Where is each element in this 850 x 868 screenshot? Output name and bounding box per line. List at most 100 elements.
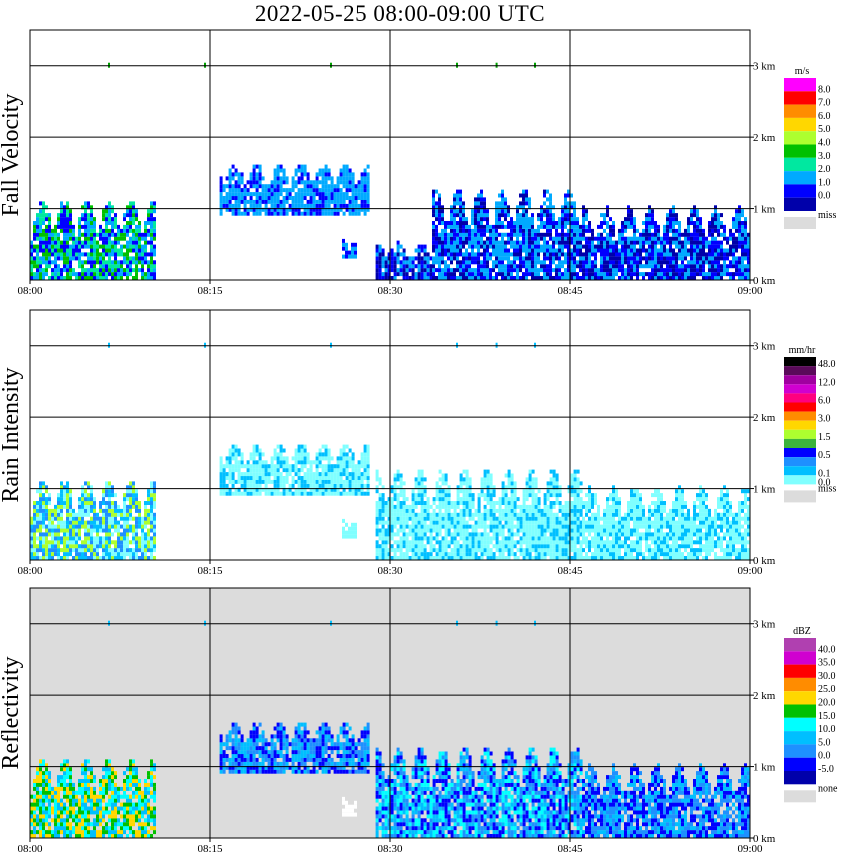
echo-cell bbox=[435, 493, 439, 498]
echo-cell bbox=[300, 444, 304, 449]
echo-cell bbox=[456, 516, 460, 521]
echo-cell bbox=[378, 516, 382, 521]
echo-cell bbox=[531, 217, 534, 222]
echo-cell bbox=[255, 491, 259, 496]
echo-cell bbox=[135, 544, 138, 549]
echo-cell bbox=[483, 544, 487, 549]
echo-cell bbox=[456, 268, 459, 273]
echo-cell bbox=[420, 552, 424, 557]
echo-cell bbox=[291, 199, 295, 204]
echo-cell bbox=[480, 516, 484, 521]
echo-cell bbox=[474, 272, 477, 277]
echo-cell bbox=[537, 232, 540, 237]
echo-cell bbox=[615, 240, 618, 245]
echo-cell bbox=[489, 232, 492, 237]
echo-cell bbox=[450, 501, 454, 505]
echo-cell bbox=[342, 460, 346, 465]
echo-cell bbox=[147, 544, 150, 549]
echo-cell bbox=[351, 196, 355, 200]
echo-cell bbox=[726, 256, 729, 261]
echo-cell bbox=[108, 489, 111, 494]
echo-cell bbox=[480, 224, 483, 229]
echo-cell bbox=[669, 260, 672, 265]
echo-cell bbox=[48, 240, 51, 245]
echo-cell bbox=[87, 493, 90, 498]
echo-cell bbox=[93, 217, 96, 222]
echo-cell bbox=[312, 487, 316, 492]
echo-cell bbox=[492, 224, 495, 229]
echo-cell bbox=[504, 489, 508, 494]
echo-cell bbox=[306, 479, 310, 484]
echo-cell bbox=[63, 489, 66, 494]
echo-cell bbox=[153, 532, 156, 537]
echo-cell bbox=[147, 240, 150, 245]
echo-cell bbox=[63, 232, 66, 237]
echo-cell bbox=[441, 228, 444, 233]
echo-cell bbox=[366, 207, 370, 212]
echo-cell bbox=[585, 217, 588, 222]
echo-cell bbox=[558, 272, 561, 277]
echo-cell bbox=[336, 176, 340, 181]
echo-cell bbox=[675, 256, 678, 261]
echo-cell bbox=[396, 469, 400, 474]
echo-cell bbox=[90, 556, 93, 560]
legend-swatch bbox=[784, 117, 816, 132]
echo-cell bbox=[462, 217, 465, 222]
echo-cell bbox=[435, 232, 438, 237]
echo-cell bbox=[117, 236, 120, 241]
echo-cell bbox=[405, 264, 409, 269]
echo-cell bbox=[354, 196, 358, 200]
echo-cell bbox=[735, 224, 738, 229]
echo-cell bbox=[375, 268, 379, 273]
echo-cell bbox=[534, 272, 537, 277]
echo-cell bbox=[531, 232, 534, 237]
echo-cell bbox=[390, 485, 394, 490]
echo-cell bbox=[438, 201, 441, 206]
echo-cell bbox=[78, 256, 81, 261]
echo-cell bbox=[141, 544, 144, 549]
echo-cell bbox=[63, 217, 66, 222]
echo-cell bbox=[735, 209, 738, 214]
echo-cell bbox=[552, 213, 555, 218]
echo-cell bbox=[408, 528, 412, 533]
echo-cell bbox=[567, 276, 570, 280]
echo-cell bbox=[348, 472, 352, 477]
echo-cell bbox=[402, 532, 406, 537]
echo-cell bbox=[639, 264, 642, 269]
echo-cell bbox=[45, 264, 48, 269]
echo-cell bbox=[135, 508, 138, 513]
echo-cell bbox=[129, 240, 132, 245]
echo-cell bbox=[639, 260, 642, 265]
echo-cell bbox=[537, 217, 540, 222]
echo-cell bbox=[588, 248, 591, 253]
echo-cell bbox=[237, 211, 241, 216]
echo-cell bbox=[90, 228, 93, 233]
echo-cell bbox=[489, 485, 493, 490]
echo-cell bbox=[720, 264, 723, 269]
echo-cell bbox=[600, 213, 603, 218]
echo-cell bbox=[39, 272, 42, 277]
echo-cell bbox=[525, 512, 529, 517]
echo-cell bbox=[375, 248, 379, 253]
echo-cell bbox=[531, 260, 534, 265]
echo-cell bbox=[78, 217, 81, 222]
echo-cell bbox=[585, 213, 588, 218]
echo-cell bbox=[147, 532, 150, 537]
echo-cell bbox=[234, 192, 238, 197]
echo-cell bbox=[453, 236, 456, 241]
echo-cell bbox=[249, 192, 253, 197]
echo-cell bbox=[96, 552, 99, 557]
legend-swatch bbox=[784, 184, 816, 198]
echo-cell bbox=[447, 552, 451, 557]
echo-cell bbox=[249, 483, 253, 488]
echo-cell bbox=[534, 260, 537, 265]
echo-cell bbox=[579, 236, 582, 241]
echo-cell bbox=[357, 464, 361, 469]
echo-cell bbox=[399, 501, 403, 505]
echo-cell bbox=[525, 520, 529, 525]
echo-cell bbox=[738, 217, 741, 222]
echo-cell bbox=[684, 276, 687, 280]
legend-label: 2.0 bbox=[818, 164, 831, 175]
echo-cell bbox=[456, 248, 459, 253]
echo-cell bbox=[345, 483, 349, 488]
